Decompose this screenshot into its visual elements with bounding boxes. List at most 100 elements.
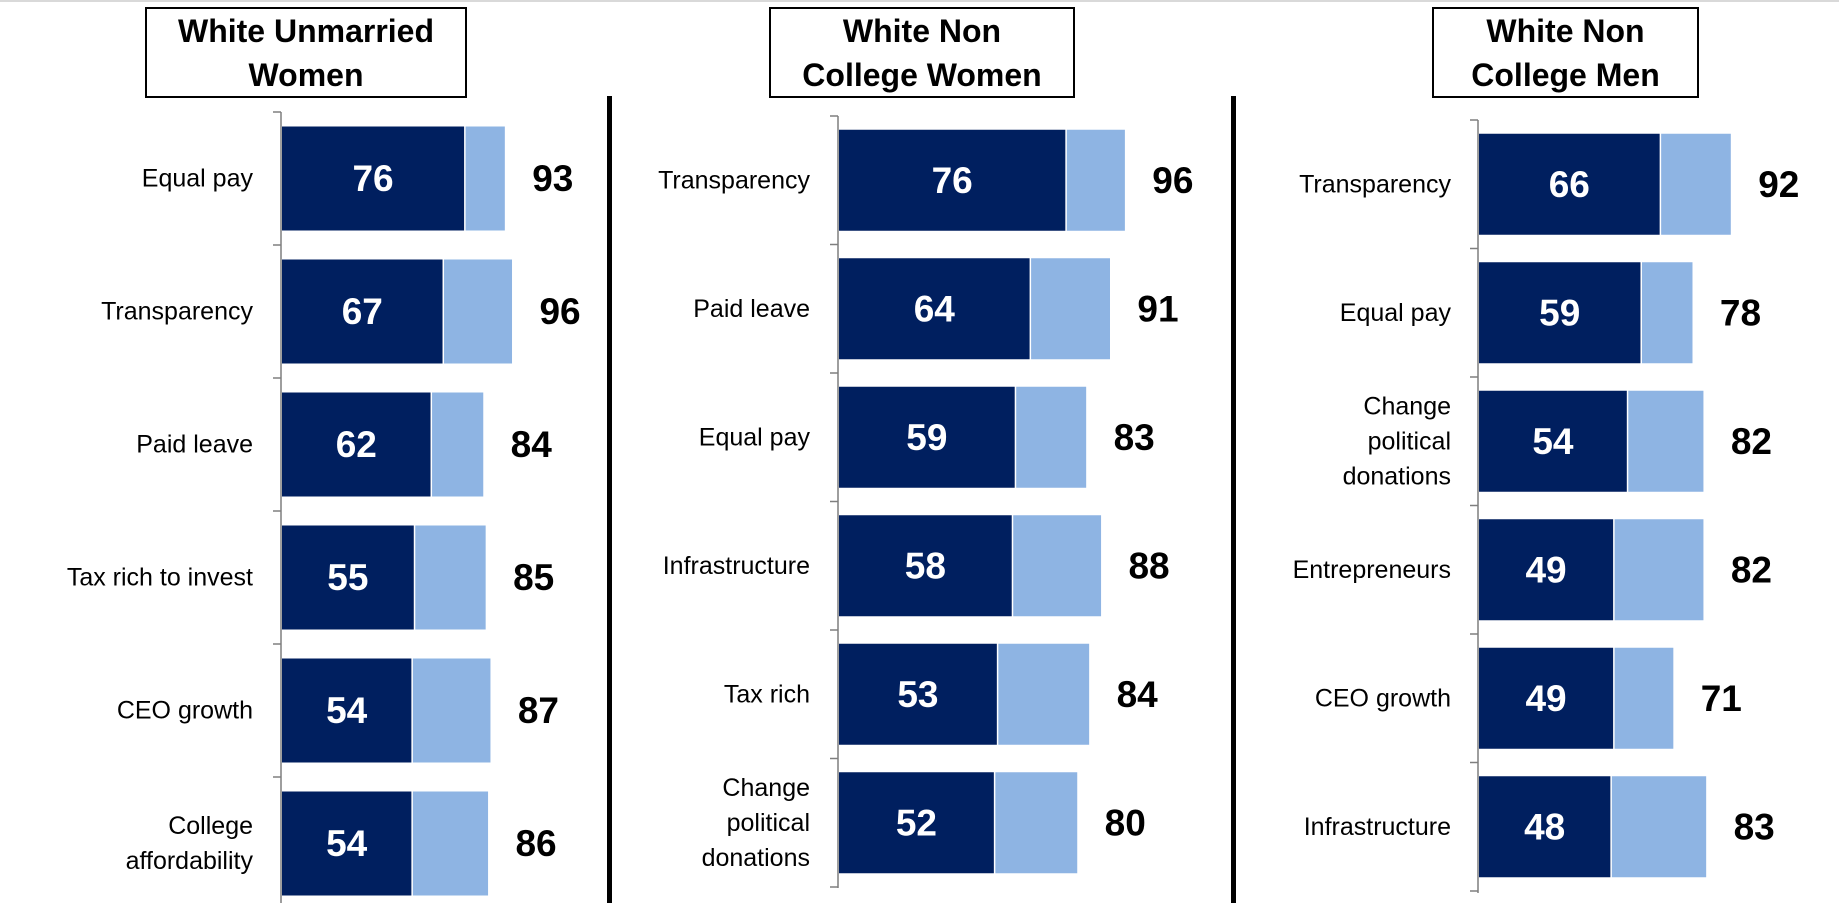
data-label-total: 96 (539, 291, 580, 332)
data-label-total: 87 (518, 690, 559, 731)
data-label-strong: 59 (906, 417, 947, 458)
bar-strong (839, 129, 1066, 231)
bar-strong (1479, 390, 1627, 492)
data-label-total: 83 (1114, 417, 1155, 458)
category-label: Infrastructure (663, 552, 810, 580)
bar-strong (1479, 133, 1660, 235)
category-label-line: Paid leave (136, 431, 253, 459)
data-label-strong: 66 (1549, 164, 1590, 205)
data-label-total: 85 (513, 557, 554, 598)
data-label-strong: 54 (1532, 421, 1574, 462)
bar-total (1016, 386, 1087, 488)
data-label-strong: 49 (1525, 549, 1566, 590)
bar-strong (282, 791, 412, 896)
category-label-line: Equal pay (142, 165, 254, 193)
bar-total (412, 658, 491, 763)
category-label: Transparency (101, 298, 253, 326)
bar-total (1614, 647, 1674, 749)
category-label-line: CEO growth (117, 697, 253, 725)
bar-total (1013, 515, 1102, 617)
data-label-strong: 49 (1525, 678, 1566, 719)
data-label-strong: 55 (327, 557, 368, 598)
top-rule (0, 0, 1839, 2)
category-label-line: Transparency (1299, 170, 1451, 198)
category-label: College affordability (126, 812, 254, 875)
category-label: Transparency (658, 166, 810, 194)
category-label: Infrastructure (1304, 813, 1451, 841)
category-label-line: College (168, 812, 253, 840)
data-label-total: 91 (1137, 288, 1178, 329)
category-label: Paid leave (136, 431, 253, 459)
bar-strong (1479, 647, 1614, 749)
panel-title-text: White Non College Women (802, 12, 1042, 93)
category-label-line: affordability (126, 847, 254, 875)
data-label-total: 82 (1731, 421, 1772, 462)
category-label-line: Equal pay (699, 423, 811, 451)
bar-total (432, 392, 484, 497)
panel-title-white-non-college-men: White Non College Men (1432, 7, 1699, 98)
data-label-total: 84 (511, 424, 553, 465)
category-label: Equal pay (142, 165, 254, 193)
category-label-line: donations (1343, 462, 1451, 490)
category-label: Entrepreneurs (1293, 556, 1451, 584)
category-label-line: Infrastructure (1304, 813, 1451, 841)
data-label-total: 96 (1152, 160, 1193, 201)
bar-total (1031, 258, 1110, 360)
data-label-total: 82 (1731, 549, 1772, 590)
panel-title-white-unmarried-women: White Unmarried Women (145, 7, 467, 98)
panel-title-text: White Non College Men (1471, 12, 1660, 93)
data-label-total: 71 (1701, 678, 1742, 719)
bar-total (415, 525, 486, 630)
category-label: Transparency (1299, 170, 1451, 198)
data-label-strong: 67 (342, 291, 383, 332)
bar-total (444, 259, 513, 364)
data-label-total: 83 (1734, 806, 1775, 847)
data-label-total: 88 (1128, 545, 1169, 586)
category-label: CEO growth (1315, 684, 1451, 712)
bar-total (998, 643, 1090, 745)
data-label-strong: 62 (336, 424, 377, 465)
bar-total (1066, 129, 1125, 231)
category-label: Paid leave (693, 295, 810, 323)
bar-total (995, 772, 1078, 874)
category-label-line: CEO growth (1315, 684, 1451, 712)
category-label: Tax rich to invest (67, 564, 253, 592)
bar-strong (282, 259, 443, 364)
bar-strong (282, 658, 412, 763)
category-label-line: Tax rich to invest (67, 564, 253, 592)
bar-strong (839, 643, 997, 745)
data-label-strong: 48 (1524, 806, 1565, 847)
category-label-line: Infrastructure (663, 552, 810, 580)
bar-total (1614, 519, 1704, 621)
data-label-total: 86 (515, 823, 556, 864)
data-label-total: 78 (1720, 292, 1761, 333)
data-label-strong: 52 (896, 802, 937, 843)
panel-divider (607, 96, 612, 903)
category-label-line: Paid leave (693, 295, 810, 323)
category-label: Equal pay (1340, 299, 1452, 327)
bar-total (1641, 262, 1693, 364)
category-label: Change political donations (702, 774, 810, 872)
data-label-total: 92 (1758, 164, 1799, 205)
category-label: Change political donations (1343, 392, 1451, 490)
data-label-strong: 76 (932, 160, 973, 201)
data-label-total: 80 (1105, 802, 1146, 843)
bar-strong (839, 258, 1030, 360)
bar-total (1611, 776, 1707, 878)
category-label-line: Change (1363, 392, 1451, 420)
bar-total (412, 791, 489, 896)
category-label-line: Tax rich (724, 680, 810, 708)
data-label-strong: 53 (897, 674, 938, 715)
bar-strong (1479, 262, 1641, 364)
data-label-strong: 54 (326, 690, 368, 731)
panel-title-text: White Unmarried Women (177, 12, 435, 93)
data-label-strong: 58 (905, 545, 946, 586)
data-label-total: 93 (532, 158, 573, 199)
bar-strong (282, 525, 414, 630)
category-label: Tax rich (724, 680, 810, 708)
bar-total (1661, 133, 1731, 235)
bar-strong (282, 126, 465, 231)
bar-strong (839, 386, 1015, 488)
data-label-strong: 64 (914, 288, 956, 329)
